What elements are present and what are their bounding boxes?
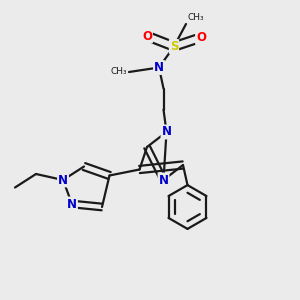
Text: CH₃: CH₃ (188, 14, 204, 22)
Text: N: N (161, 125, 172, 139)
Text: N: N (58, 173, 68, 187)
Text: N: N (158, 173, 169, 187)
Text: N: N (67, 197, 77, 211)
Text: CH₃: CH₃ (111, 68, 128, 76)
Text: N: N (154, 61, 164, 74)
Text: O: O (196, 31, 206, 44)
Text: S: S (170, 40, 178, 53)
Text: O: O (142, 29, 152, 43)
